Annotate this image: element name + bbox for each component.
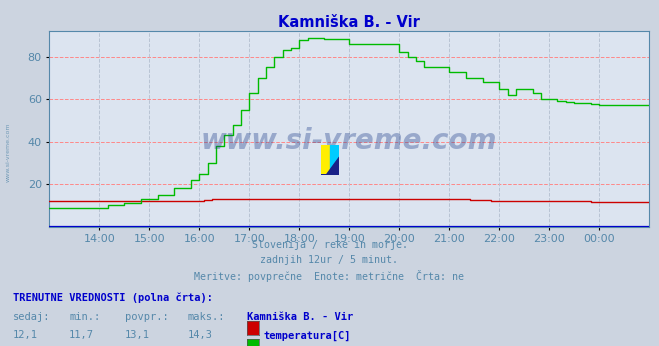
Text: Meritve: povprečne  Enote: metrične  Črta: ne: Meritve: povprečne Enote: metrične Črta:… [194,270,465,282]
Text: min.:: min.: [69,312,100,322]
Text: temperatura[C]: temperatura[C] [264,330,351,341]
Text: Slovenija / reke in morje.: Slovenija / reke in morje. [252,240,407,251]
Polygon shape [321,157,339,175]
Text: 12,1: 12,1 [13,330,38,340]
Text: sedaj:: sedaj: [13,312,51,322]
Text: maks.:: maks.: [188,312,225,322]
Text: 14,3: 14,3 [188,330,213,340]
Title: Kamniška B. - Vir: Kamniška B. - Vir [278,15,420,30]
Text: www.si-vreme.com: www.si-vreme.com [5,122,11,182]
Polygon shape [321,145,330,175]
Text: Kamniška B. - Vir: Kamniška B. - Vir [247,312,353,322]
Text: www.si-vreme.com: www.si-vreme.com [201,127,498,155]
Text: povpr.:: povpr.: [125,312,169,322]
Polygon shape [330,145,339,175]
Text: 11,7: 11,7 [69,330,94,340]
Text: 13,1: 13,1 [125,330,150,340]
Text: zadnjih 12ur / 5 minut.: zadnjih 12ur / 5 minut. [260,255,399,265]
Text: TRENUTNE VREDNOSTI (polna črta):: TRENUTNE VREDNOSTI (polna črta): [13,292,213,303]
